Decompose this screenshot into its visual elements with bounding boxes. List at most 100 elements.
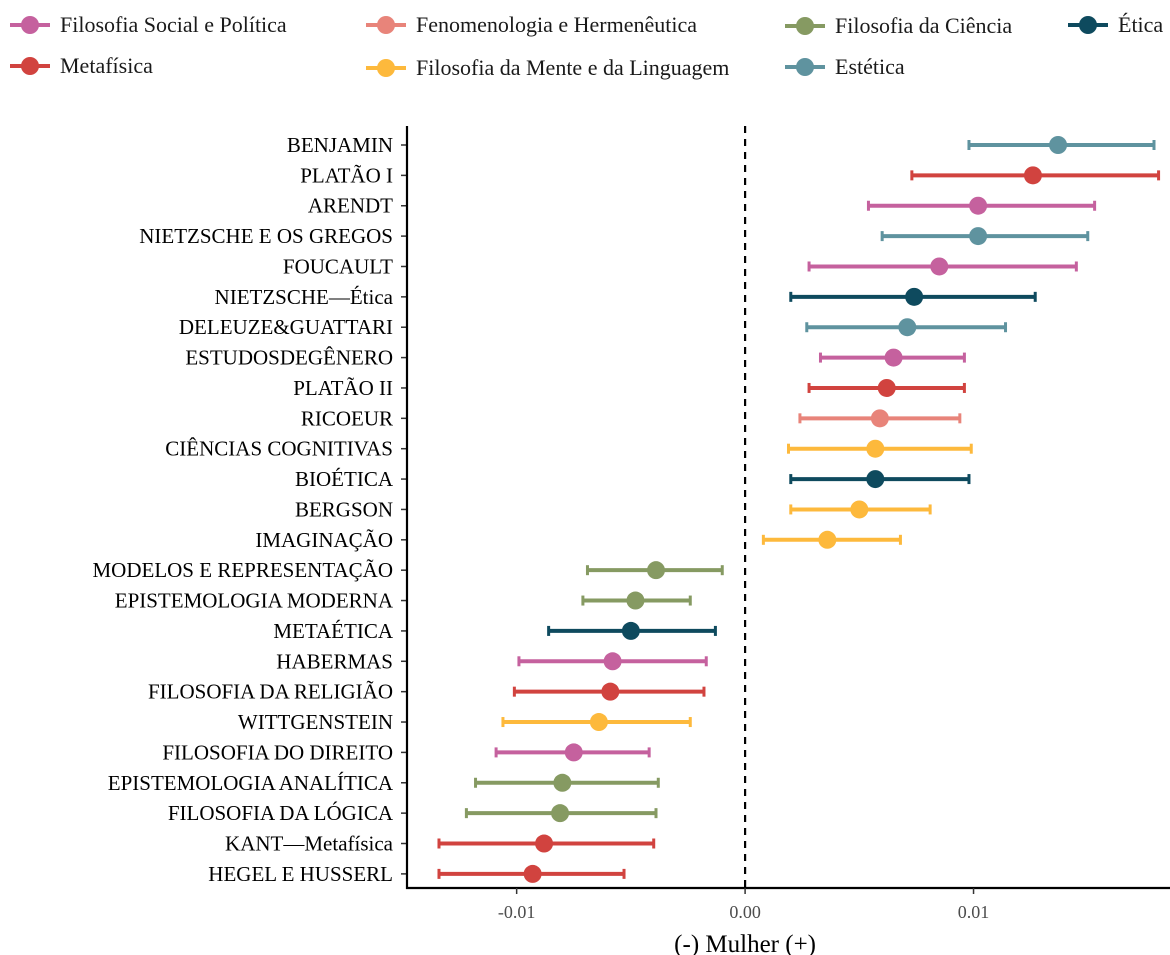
data-row: BIOÉTICA [295,467,971,491]
data-row: ESTUDOSDEGÊNERO [185,346,966,370]
legend-label: Metafísica [60,53,153,78]
estimate-point [898,318,917,337]
data-row: METAÉTICA [273,619,717,643]
data-row: PLATÃO I [300,163,1161,187]
data-row: FILOSOFIA DA LÓGICA [168,801,658,825]
legend-item-metafisica: Metafísica [8,53,153,79]
estimate-point [905,287,924,306]
data-row: DELEUZE&GUATTARI [179,315,1008,339]
estimate-point [866,470,885,489]
estimate-point [523,864,542,883]
category-label: KANT—Metafísica [225,832,394,856]
chart-rows: BENJAMIN PLATÃO I ARENDT NIETZSCHE E OS GRE… [92,133,1161,886]
data-row: MODELOS E REPRESENTAÇÃO [92,558,724,582]
data-row: IMAGINAÇÃO [255,528,902,552]
estimate-point [866,439,885,458]
category-label: RICOEUR [301,406,393,430]
data-row: FOUCAULT [283,254,1078,278]
category-label: EPISTEMOLOGIA ANALÍTICA [108,771,394,795]
category-label: NIETZSCHE—Ética [215,285,394,309]
data-row: EPISTEMOLOGIA ANALÍTICA [108,771,660,795]
estimate-point [1049,136,1068,154]
legend-item-filosofia-da-ciencia: Filosofia da Ciência [783,13,1012,39]
estimate-point [850,500,869,519]
category-label: BENJAMIN [287,133,393,157]
estimate-point [884,348,903,367]
category-label: PLATÃO I [300,163,393,187]
legend-label: Filosofia Social e Política [60,12,287,37]
data-row: WITTGENSTEIN [238,710,692,734]
estimate-point [589,713,608,732]
estimate-point [626,591,645,610]
category-label: HEGEL E HUSSERL [208,862,393,886]
estimate-point [870,409,889,428]
x-tick-label: -0.01 [498,902,536,922]
legend-item-etica: Ética [1066,12,1163,38]
legend-label: Fenomenologia e Hermenêutica [416,12,698,37]
data-row: BENJAMIN [287,133,1156,157]
estimate-point [603,652,622,671]
category-label: FILOSOFIA DO DIREITO [162,740,393,764]
legend-label: Ética [1118,12,1164,37]
estimate-point [601,682,620,701]
estimate-point [564,743,583,762]
data-row: HABERMAS [276,649,708,673]
category-label: BIOÉTICA [295,467,394,491]
data-row: PLATÃO II [293,376,966,400]
legend-key-icon [785,17,825,35]
legend-key-icon [10,16,50,34]
data-row: RICOEUR [301,406,962,430]
legend-label: Filosofia da Mente e da Linguagem [416,55,730,80]
estimate-point [877,378,896,397]
estimate-point [551,804,570,823]
category-label: FILOSOFIA DA RELIGIÃO [148,680,393,704]
legend-item-filosofia-da-mente-e-da-linguagem: Filosofia da Mente e da Linguagem [364,55,729,81]
category-label: DELEUZE&GUATTARI [179,315,393,339]
category-label: PLATÃO II [293,376,393,400]
category-label: IMAGINAÇÃO [255,528,393,552]
legend-key-icon [10,57,50,75]
data-row: ARENDT [308,194,1097,218]
data-row: FILOSOFIA DA RELIGIÃO [148,680,706,704]
legend-label: Filosofia da Ciência [835,13,1013,38]
estimate-point [969,196,988,215]
chart-axes: -0.01 0.00 0.01 (-) Mulher (+) [405,126,1170,955]
estimate-point [930,257,949,276]
category-label: MODELOS E REPRESENTAÇÃO [92,558,393,582]
estimate-point [969,227,988,246]
category-label: METAÉTICA [273,619,393,643]
category-label: HABERMAS [276,649,393,673]
legend-key-icon [785,58,825,76]
estimate-point [621,621,640,640]
category-label: FOUCAULT [283,254,393,278]
data-row: EPISTEMOLOGIA MODERNA [115,589,692,613]
category-label: ARENDT [308,194,393,218]
data-row: NIETZSCHE E OS GREGOS [139,224,1090,248]
estimate-point [535,834,554,853]
legend-item-fenomenologia-e-hermeneutica: Fenomenologia e Hermenêutica [364,12,697,38]
legend-item-filosofia-social-e-politica: Filosofia Social e Política [8,12,287,38]
x-axis-title: (-) Mulher (+) [674,931,816,955]
category-label: WITTGENSTEIN [238,710,393,734]
category-label: NIETZSCHE E OS GREGOS [139,224,393,248]
category-label: ESTUDOSDEGÊNERO [185,346,393,370]
legend-key-icon [366,16,406,34]
legend-key-icon [366,59,406,77]
legend: Filosofia Social e Política Metafísica F… [0,0,1170,100]
x-tick-label: 0.00 [729,902,761,922]
data-row: CIÊNCIAS COGNITIVAS [165,437,973,461]
x-tick-label: 0.01 [958,902,990,922]
data-row: KANT—Metafísica [225,832,656,856]
data-row: BERGSON [295,497,932,521]
estimate-point [647,561,666,580]
legend-label: Estética [835,54,905,79]
estimate-point [818,530,837,549]
data-row: FILOSOFIA DO DIREITO [162,740,651,764]
legend-key-icon [1068,16,1108,34]
category-label: FILOSOFIA DA LÓGICA [168,801,394,825]
estimate-point [553,773,572,792]
category-label: BERGSON [295,497,393,521]
data-row: HEGEL E HUSSERL [208,862,626,886]
legend-item-estetica: Estética [783,54,905,80]
